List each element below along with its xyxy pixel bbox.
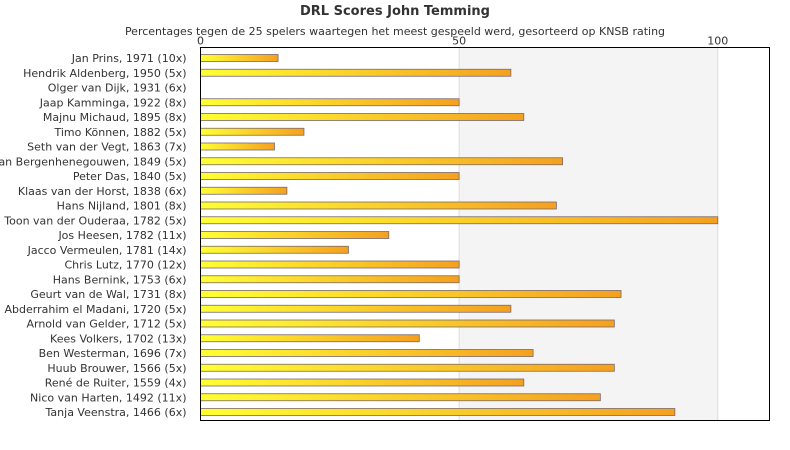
category-label: Toon van der Ouderaa, 1782 (5x)	[3, 214, 186, 227]
bar	[200, 349, 534, 357]
bars	[200, 54, 719, 416]
category-label: Ben Westerman, 1696 (7x)	[39, 347, 187, 360]
category-label: Jacco Vermeulen, 1781 (14x)	[27, 244, 187, 257]
chart-subtitle: Percentages tegen de 25 spelers waartege…	[124, 25, 666, 38]
category-label: Majnu Michaud, 1895 (8x)	[43, 111, 187, 124]
bar	[200, 113, 525, 121]
category-label: Olger van Dijk, 1931 (6x)	[48, 82, 187, 95]
plot-frame	[200, 47, 770, 421]
bar	[200, 408, 676, 416]
bar	[200, 290, 622, 298]
bar	[200, 334, 420, 343]
category-label: Nico van Harten, 1492 (11x)	[30, 391, 186, 404]
category-label: Hans Bernink, 1753 (6x)	[53, 273, 187, 286]
category-label: Peter Das, 1840 (5x)	[73, 170, 187, 183]
bar	[200, 186, 288, 195]
bar	[200, 157, 563, 166]
chart-title: DRL Scores John Temming	[300, 4, 490, 19]
bar	[200, 393, 601, 402]
category-label: Abderrahim el Madani, 1720 (5x)	[5, 303, 187, 316]
category-label: Tanja Veenstra, 1466 (6x)	[45, 406, 187, 419]
bar	[200, 54, 279, 62]
x-axis-ticks: 0 50 100	[197, 35, 728, 48]
category-label: Hendrik Aldenberg, 1950 (5x)	[23, 67, 186, 80]
category-label: Jan Prins, 1971 (10x)	[71, 52, 187, 65]
category-label: Chris Lutz, 1770 (12x)	[64, 259, 186, 272]
background-band	[459, 47, 718, 421]
x-tick-label: 50	[452, 35, 466, 48]
bar	[200, 68, 512, 77]
category-label: Arie van Bergenhenegouwen, 1849 (5x)	[0, 155, 187, 168]
gridlines	[458, 47, 719, 421]
background-bands	[459, 47, 718, 421]
bar	[200, 216, 719, 225]
bar	[200, 127, 305, 136]
bar	[200, 231, 390, 239]
category-label: Jaap Kamminga, 1922 (8x)	[39, 96, 187, 109]
category-label: Kees Volkers, 1702 (13x)	[50, 332, 186, 345]
bar	[200, 304, 512, 313]
x-tick-label: 100	[707, 35, 728, 48]
bar	[200, 363, 615, 372]
category-label: Seth van der Vegt, 1863 (7x)	[27, 141, 186, 154]
x-tick-label: 0	[197, 35, 204, 48]
bar	[200, 245, 349, 254]
category-label: Geurt van de Wal, 1731 (8x)	[30, 288, 186, 301]
category-label: Jos Heesen, 1782 (11x)	[57, 229, 186, 242]
bar	[200, 260, 460, 269]
bar	[200, 172, 460, 180]
y-axis-labels: Jan Prins, 1971 (10x) Hendrik Aldenberg, …	[0, 52, 187, 419]
bar	[200, 201, 557, 210]
category-label: Timo Können, 1882 (5x)	[53, 126, 186, 139]
bar	[200, 319, 615, 328]
category-label: Klaas van der Horst, 1838 (6x)	[18, 185, 187, 198]
category-label: Hans Nijland, 1801 (8x)	[57, 200, 187, 213]
category-label: Arnold van Gelder, 1712 (5x)	[26, 318, 186, 331]
bar	[200, 275, 460, 284]
bar	[200, 142, 275, 151]
category-label: Huub Brouwer, 1566 (5x)	[47, 362, 186, 375]
bar	[200, 98, 460, 107]
category-label: René de Ruiter, 1559 (4x)	[45, 377, 187, 390]
bar	[200, 378, 525, 387]
